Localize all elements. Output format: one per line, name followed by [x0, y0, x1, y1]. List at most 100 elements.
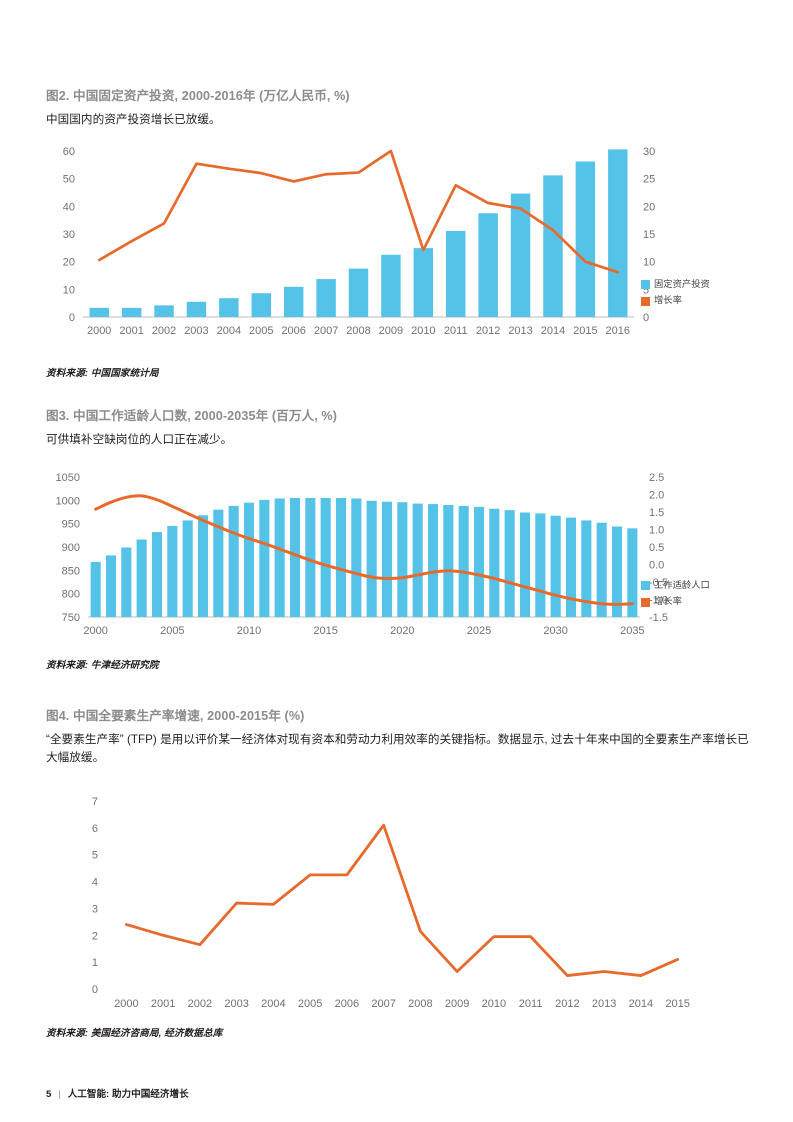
svg-text:5: 5 [92, 850, 98, 862]
svg-text:2004: 2004 [261, 998, 285, 1010]
svg-text:2010: 2010 [237, 625, 261, 637]
figure-4-chart: 0 1 2 3 4 5 6 7 2000 2001 2002 2003 2004 2005 2006 2007… [46, 789, 752, 1019]
legend-item-growth: 增长率 [641, 595, 710, 608]
svg-text:4: 4 [92, 877, 98, 889]
svg-text:2002: 2002 [188, 998, 212, 1010]
svg-text:2013: 2013 [508, 325, 532, 337]
svg-text:2014: 2014 [629, 998, 653, 1010]
svg-text:10: 10 [63, 284, 75, 296]
figure-4-title: 图4. 中国全要素生产率增速, 2000-2015年 (%) [46, 709, 305, 723]
footer-separator: | [58, 1089, 61, 1099]
svg-text:60: 60 [63, 146, 75, 158]
legend-label-working-age: 工作适龄人口 [654, 579, 710, 590]
svg-text:1000: 1000 [56, 495, 80, 507]
svg-text:1.0: 1.0 [649, 524, 664, 536]
legend-swatch-orange [641, 597, 650, 607]
figure-2-svg: 0 10 20 30 40 50 60 0 5 10 15 20 25 30 2000 2001 2002 200… [63, 146, 656, 337]
svg-text:-1.5: -1.5 [649, 612, 668, 624]
figure-4-source: 资料来源: 美国经济咨商局, 经济数据总库 [46, 1027, 223, 1039]
svg-text:1050: 1050 [56, 472, 80, 484]
figure-3-block: 图3. 中国工作适龄人口数, 2000-2035年 (百万人, %) 可供填补空… [46, 408, 752, 671]
svg-text:-0.5: -0.5 [649, 577, 668, 589]
svg-text:2015: 2015 [573, 325, 597, 337]
svg-text:2006: 2006 [281, 325, 305, 337]
svg-text:1.5: 1.5 [649, 507, 664, 519]
figure-2-description: 中国国内的资产投资增长已放缓。 [46, 113, 221, 126]
legend-item-working-age: 工作适龄人口 [641, 579, 710, 592]
svg-text:5: 5 [643, 284, 649, 296]
figure-4-block: 图4. 中国全要素生产率增速, 2000-2015年 (%) “全要素生产率” … [46, 708, 752, 1039]
svg-text:2012: 2012 [555, 998, 579, 1010]
svg-text:30: 30 [643, 146, 655, 158]
svg-text:2000: 2000 [114, 998, 138, 1010]
svg-text:2000: 2000 [87, 325, 111, 337]
svg-text:2001: 2001 [119, 325, 143, 337]
svg-text:2011: 2011 [519, 998, 543, 1010]
svg-text:2005: 2005 [298, 998, 322, 1010]
svg-text:2008: 2008 [346, 325, 370, 337]
svg-text:950: 950 [62, 519, 80, 531]
svg-text:30: 30 [63, 229, 75, 241]
svg-text:850: 850 [62, 565, 80, 577]
svg-text:15: 15 [643, 229, 655, 241]
figure-2-legend: 固定资产投资 增长率 [641, 278, 710, 311]
svg-text:2015: 2015 [313, 625, 337, 637]
footer-document-title: 人工智能: 助力中国经济增长 [67, 1089, 189, 1100]
svg-text:900: 900 [62, 542, 80, 554]
svg-text:7: 7 [92, 796, 98, 808]
svg-text:2015: 2015 [665, 998, 689, 1010]
legend-label-growth: 增长率 [654, 295, 682, 306]
figure-2-source: 资料来源: 中国国家统计局 [46, 367, 159, 379]
figure-3-title: 图3. 中国工作适龄人口数, 2000-2035年 (百万人, %) [46, 409, 338, 423]
svg-text:2.0: 2.0 [649, 489, 664, 501]
svg-text:2013: 2013 [592, 998, 616, 1010]
figure-4-svg: 0 1 2 3 4 5 6 7 2000 2001 2002 2003 2004 2005 2006 2007… [92, 796, 690, 1010]
figure-3-chart: 750 800 850 900 950 1000 1050 -1.5 -1.0 -0.5 0.0 0.… [46, 469, 752, 641]
svg-text:6: 6 [92, 823, 98, 835]
legend-label-growth: 增长率 [654, 596, 682, 607]
svg-text:2010: 2010 [411, 325, 435, 337]
svg-text:2020: 2020 [390, 625, 414, 637]
svg-text:2003: 2003 [184, 325, 208, 337]
svg-text:2008: 2008 [408, 998, 432, 1010]
svg-text:-1.0: -1.0 [649, 594, 668, 606]
svg-text:750: 750 [62, 612, 80, 624]
svg-text:50: 50 [63, 174, 75, 186]
svg-text:2035: 2035 [620, 625, 644, 637]
svg-text:40: 40 [63, 201, 75, 213]
svg-text:1: 1 [92, 957, 98, 969]
svg-text:2: 2 [92, 930, 98, 942]
svg-text:2009: 2009 [379, 325, 403, 337]
figure-3-source: 资料来源: 牛津经济研究院 [46, 659, 159, 671]
page-footer: 5 | 人工智能: 助力中国经济增长 [46, 1086, 189, 1100]
figure-4-description: “全要素生产率” (TFP) 是用以评价某一经济体对现有资本和劳动力利用效率的关… [46, 733, 749, 764]
svg-text:2007: 2007 [371, 998, 395, 1010]
svg-text:0.0: 0.0 [649, 559, 664, 571]
svg-text:2006: 2006 [335, 998, 359, 1010]
svg-text:2.5: 2.5 [649, 472, 664, 484]
svg-text:0: 0 [643, 312, 649, 324]
svg-text:2005: 2005 [160, 625, 184, 637]
svg-text:2005: 2005 [249, 325, 273, 337]
svg-text:2000: 2000 [83, 625, 107, 637]
legend-swatch-orange [641, 296, 650, 306]
svg-text:20: 20 [643, 201, 655, 213]
svg-text:2030: 2030 [543, 625, 567, 637]
svg-text:2011: 2011 [444, 325, 468, 337]
svg-text:20: 20 [63, 257, 75, 269]
svg-text:10: 10 [643, 257, 655, 269]
svg-text:0: 0 [92, 984, 98, 996]
svg-text:2016: 2016 [606, 325, 630, 337]
svg-text:2003: 2003 [224, 998, 248, 1010]
legend-swatch-blue [641, 280, 650, 290]
svg-text:2002: 2002 [152, 325, 176, 337]
svg-text:0.5: 0.5 [649, 542, 664, 554]
svg-text:2014: 2014 [541, 325, 565, 337]
svg-text:2025: 2025 [467, 625, 491, 637]
legend-item-investment: 固定资产投资 [641, 278, 710, 291]
footer-page-number: 5 [46, 1089, 52, 1100]
svg-text:2001: 2001 [151, 998, 175, 1010]
svg-text:2010: 2010 [482, 998, 506, 1010]
svg-text:2009: 2009 [445, 998, 469, 1010]
